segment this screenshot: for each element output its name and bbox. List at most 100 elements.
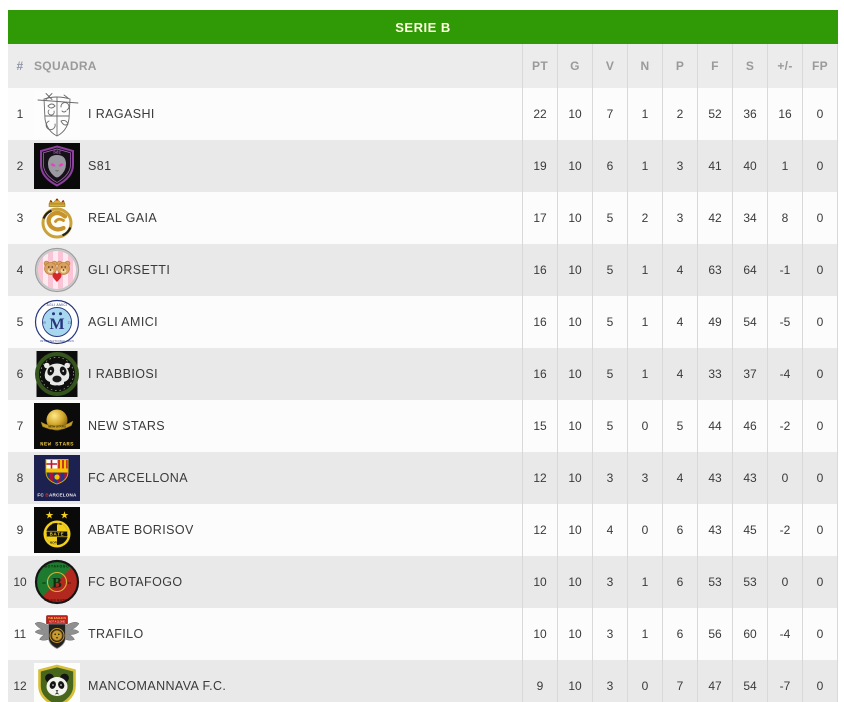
team-crest-real-gaia [41, 198, 73, 239]
team-logo-s81: S81 [32, 140, 82, 192]
col-plus-minus: +/- [767, 44, 803, 88]
stat-s: 64 [732, 244, 768, 296]
stat-s: 37 [732, 348, 768, 400]
stat-pt: 12 [522, 504, 558, 556]
team-name: I RAGASHI [88, 107, 155, 121]
stat-fp: 0 [802, 452, 838, 504]
stat-g: 10 [557, 244, 593, 296]
stat-pt: 16 [522, 348, 558, 400]
team-logo-mancomannava-fc [32, 660, 82, 702]
stat-fp: 0 [802, 88, 838, 140]
col-fp: FP [802, 44, 838, 88]
svg-text:AGLI AMICI: AGLI AMICI [47, 303, 68, 307]
stat-v: 5 [592, 296, 628, 348]
team-crest-fc-botafogo: BOTAFOGO UNICO BATRA 20 21 B [34, 559, 80, 605]
svg-text:BORISOV: BORISOV [50, 541, 64, 545]
col-v: V [592, 44, 628, 88]
stat-fp: 0 [802, 244, 838, 296]
table-row: 7 NEW STARS NEW STARS NEW STARS 15 10 5 0 5 44 46-… [8, 400, 838, 452]
rank-cell: 4 [16, 263, 24, 277]
stat-fp: 0 [802, 400, 838, 452]
svg-text:M: M [49, 316, 64, 333]
team-name: FC ARCELLONA [88, 471, 188, 485]
stat-fp: 0 [802, 556, 838, 608]
stat-v: 4 [592, 504, 628, 556]
svg-text:BOTAFOGO: BOTAFOGO [45, 564, 70, 568]
team-crest-new-stars: NEW STARS NEW STARS [34, 403, 80, 449]
stat-g: 10 [557, 452, 593, 504]
col-p: P [662, 44, 698, 88]
stat-g: 10 [557, 140, 593, 192]
stat-pt: 10 [522, 608, 558, 660]
team-name: GLI ORSETTI [88, 263, 171, 277]
svg-text:20: 20 [42, 581, 46, 585]
stat-p: 4 [662, 348, 698, 400]
stat-p: 6 [662, 556, 698, 608]
stat-g: 10 [557, 192, 593, 244]
col-n: N [627, 44, 663, 88]
team-name: MANCOMANNAVA F.C. [88, 679, 227, 693]
stat-s: 54 [732, 296, 768, 348]
stat-fp: 0 [802, 296, 838, 348]
team-name: I RABBIOSI [88, 367, 158, 381]
stat-n: 0 [627, 400, 663, 452]
rank-cell: 11 [13, 627, 27, 641]
stat-pt: 15 [522, 400, 558, 452]
stat-v: 5 [592, 244, 628, 296]
stat-n: 1 [627, 244, 663, 296]
svg-text:21: 21 [68, 321, 72, 325]
stat-fp: 0 [802, 140, 838, 192]
team-logo-gli-orsetti [32, 244, 82, 296]
stat-pt: 19 [522, 140, 558, 192]
svg-text:UNICO BATRA: UNICO BATRA [44, 598, 70, 602]
rank-cell: 3 [16, 211, 24, 225]
team-crest-gli-orsetti [34, 247, 80, 293]
stat-plus-minus: 0 [767, 556, 803, 608]
stat-plus-minus: -5 [767, 296, 803, 348]
stat-p: 6 [662, 608, 698, 660]
team-logo-real-gaia [32, 192, 82, 244]
stat-v: 3 [592, 608, 628, 660]
stat-p: 4 [662, 296, 698, 348]
rank-cell: 6 [16, 367, 24, 381]
team-crest-fc-arcellona: FC BARCELONA [34, 455, 80, 501]
stat-v: 3 [592, 660, 628, 702]
stat-s: 45 [732, 504, 768, 556]
stat-plus-minus: 0 [767, 452, 803, 504]
team-logo-new-stars: NEW STARS NEW STARS [32, 400, 82, 452]
stat-plus-minus: -7 [767, 660, 803, 702]
stat-s: 43 [732, 452, 768, 504]
standings-table: # SQUADRA PT G V N P F S +/- FP 1 I RAGAS… [8, 44, 838, 702]
stat-v: 3 [592, 556, 628, 608]
stat-v: 6 [592, 140, 628, 192]
stat-s: 53 [732, 556, 768, 608]
league-banner: SERIE B [8, 10, 838, 44]
league-title: SERIE B [395, 19, 451, 35]
table-row: 6 I RABBIOSI 16 10 5 1 4 33 37 -4 0 [8, 348, 838, 400]
stat-n: 1 [627, 348, 663, 400]
stat-g: 10 [557, 660, 593, 702]
stat-g: 10 [557, 504, 593, 556]
stat-plus-minus: 8 [767, 192, 803, 244]
team-logo-agli-amici: AGLI AMICI INTERNATIONAL SUN M 19 21 [32, 296, 82, 348]
stat-plus-minus: 16 [767, 88, 803, 140]
team-crest-s81: S81 [34, 143, 80, 189]
table-row: 2 S81 S81 19 10 6 1 3 41 40 1 0 [8, 140, 838, 192]
stat-g: 10 [557, 556, 593, 608]
stat-plus-minus: -2 [767, 400, 803, 452]
stat-g: 10 [557, 400, 593, 452]
table-row: 12 MANCOMANNAVA F.C. 9 10 3 0 7 47 54 -7 0 [8, 660, 838, 702]
svg-text:THE EAGLE IS: THE EAGLE IS [48, 616, 66, 620]
stat-n: 1 [627, 296, 663, 348]
stat-v: 5 [592, 348, 628, 400]
stat-pt: 16 [522, 244, 558, 296]
rank-cell: 7 [16, 419, 24, 433]
stat-f: 43 [697, 452, 733, 504]
stat-v: 5 [592, 400, 628, 452]
svg-text:★: ★ [45, 511, 54, 522]
stat-fp: 0 [802, 608, 838, 660]
rank-cell: 1 [16, 107, 24, 121]
stat-plus-minus: -2 [767, 504, 803, 556]
